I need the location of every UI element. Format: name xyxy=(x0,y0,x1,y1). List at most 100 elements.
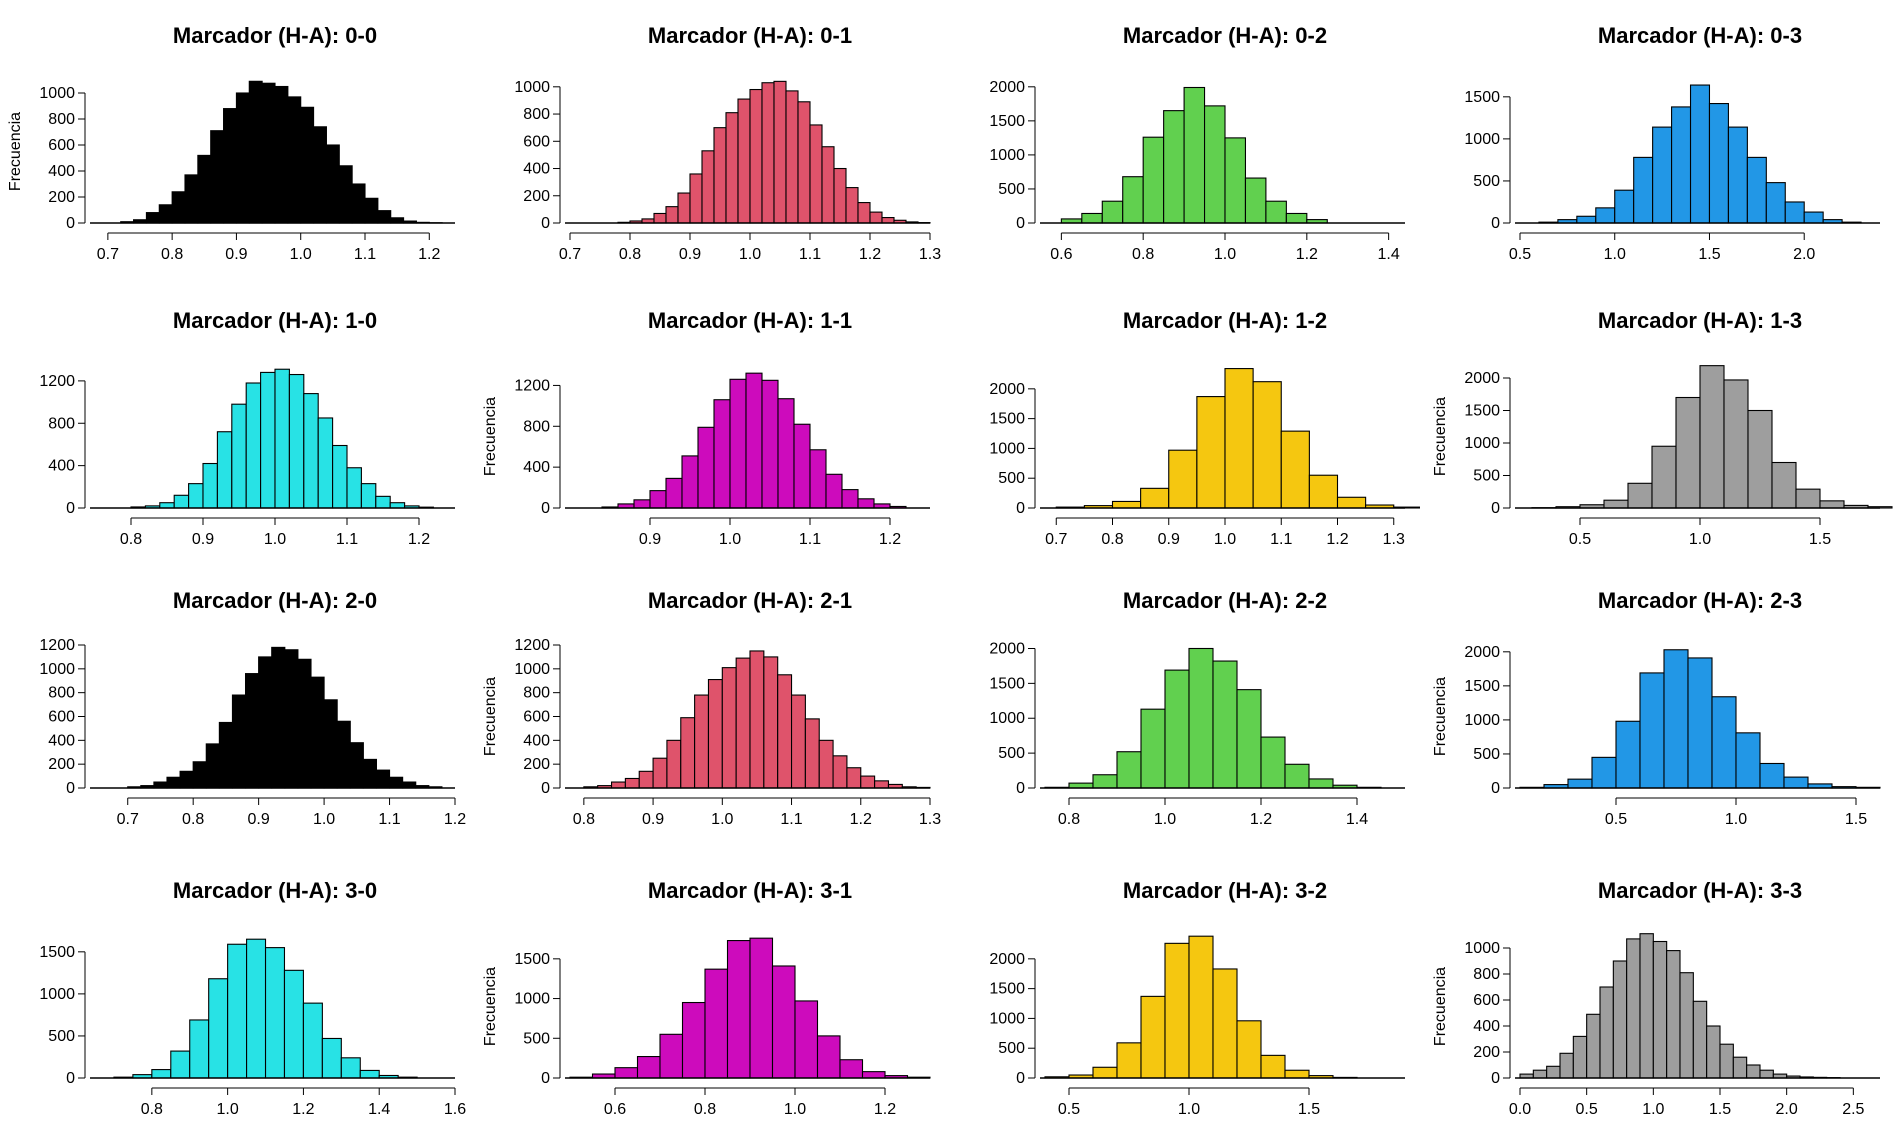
x-tick-label: 1.0 xyxy=(290,246,312,263)
histogram-bar xyxy=(660,1034,683,1078)
histogram-bar xyxy=(615,1068,638,1078)
histogram-bar xyxy=(822,147,834,223)
histogram-bar xyxy=(683,1003,706,1078)
histogram-bar xyxy=(361,484,375,508)
bars xyxy=(1045,648,1381,788)
y-tick-label: 0 xyxy=(1016,780,1025,797)
histogram-bar xyxy=(833,756,847,788)
histogram-bar xyxy=(160,503,174,508)
histogram-bar xyxy=(667,740,681,788)
y-axis-label: Frecuencia xyxy=(1432,677,1449,756)
y-tick-label: 600 xyxy=(48,709,75,726)
y-tick-label: 1500 xyxy=(39,944,75,961)
histogram-bar xyxy=(798,102,810,223)
histogram-bar xyxy=(246,383,260,508)
histogram-bar xyxy=(1547,1066,1560,1078)
histogram-bar xyxy=(1772,463,1796,509)
histogram-bar xyxy=(690,174,702,223)
histogram-bar xyxy=(1577,216,1596,223)
y-tick-label: 600 xyxy=(523,133,550,150)
bars xyxy=(1520,934,1840,1078)
histogram-bar xyxy=(1652,446,1676,508)
histogram-bar xyxy=(190,1020,209,1078)
bars xyxy=(602,373,906,508)
histogram-bar xyxy=(1784,777,1808,788)
y-tick-label: 2000 xyxy=(1464,644,1500,661)
x-tick-label: 1.4 xyxy=(1378,246,1400,263)
x-tick-label: 1.0 xyxy=(313,811,335,828)
y-tick-label: 0 xyxy=(541,215,550,232)
y-tick-label: 0 xyxy=(66,215,75,232)
histogram-bar xyxy=(1237,1021,1261,1078)
histogram-bar xyxy=(1747,1065,1760,1078)
chart-title: Marcador (H-A): 0-0 xyxy=(173,23,377,48)
histogram-bar xyxy=(288,97,301,223)
bars xyxy=(131,369,433,508)
histogram-bar xyxy=(1667,951,1680,1078)
histogram-bar xyxy=(232,404,246,508)
x-tick-label: 1.2 xyxy=(1296,246,1318,263)
histogram-bar xyxy=(391,218,404,223)
histogram-bar xyxy=(1165,670,1189,788)
x-tick-label: 2.5 xyxy=(1842,1101,1864,1118)
x-tick-label: 1.1 xyxy=(799,531,821,548)
histogram-bar xyxy=(211,131,224,223)
x-tick-label: 1.1 xyxy=(354,246,376,263)
histogram-bar xyxy=(705,969,728,1078)
y-tick-label: 1500 xyxy=(1464,678,1500,695)
histogram-bar xyxy=(1627,939,1640,1078)
x-tick-label: 2.0 xyxy=(1776,1101,1798,1118)
y-tick-label: 1500 xyxy=(1464,89,1500,106)
histogram-bar xyxy=(722,668,736,788)
histogram-bar xyxy=(805,719,819,788)
bars xyxy=(618,81,930,223)
x-tick-label: 0.6 xyxy=(604,1101,626,1118)
chart-title: Marcador (H-A): 3-0 xyxy=(173,878,377,903)
x-tick-label: 0.5 xyxy=(1576,1101,1598,1118)
x-tick-label: 1.3 xyxy=(1383,531,1405,548)
x-tick-label: 2.0 xyxy=(1793,246,1815,263)
x-tick-label: 1.0 xyxy=(711,811,733,828)
x-tick-label: 1.5 xyxy=(1845,811,1867,828)
histogram-bar xyxy=(634,500,650,508)
x-tick-label: 0.7 xyxy=(117,811,139,828)
y-tick-label: 1000 xyxy=(514,991,550,1008)
histogram-bar xyxy=(612,782,626,788)
histogram-bar xyxy=(863,1072,886,1078)
y-tick-label: 1000 xyxy=(989,147,1025,164)
histogram-bar xyxy=(285,650,298,788)
x-tick-label: 1.5 xyxy=(1698,246,1720,263)
histogram-bar xyxy=(1189,648,1213,788)
y-tick-label: 1500 xyxy=(1464,403,1500,420)
y-tick-label: 0 xyxy=(1016,500,1025,517)
x-tick-label: 0.8 xyxy=(120,531,142,548)
histogram-bar xyxy=(1266,201,1286,223)
x-tick-label: 0.9 xyxy=(192,531,214,548)
x-tick-label: 0.5 xyxy=(1509,246,1531,263)
chart-title: Marcador (H-A): 1-0 xyxy=(173,308,377,333)
y-tick-label: 500 xyxy=(523,1030,550,1047)
histogram-bar xyxy=(154,782,167,788)
histogram-bar xyxy=(1628,483,1652,508)
histogram-bar xyxy=(1141,996,1165,1078)
histogram-bar xyxy=(1285,764,1309,788)
y-tick-label: 1000 xyxy=(39,85,75,102)
x-tick-label: 1.5 xyxy=(1298,1101,1320,1118)
histogram-bar xyxy=(736,658,750,788)
x-tick-label: 0.9 xyxy=(1158,531,1180,548)
